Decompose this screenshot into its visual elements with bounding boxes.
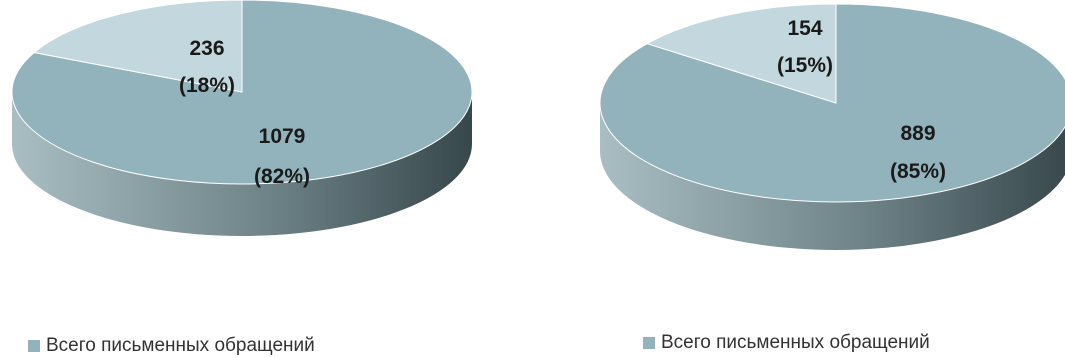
legend-1-label: Всего письменных обращений	[46, 335, 315, 356]
legend-1: Всего письменных обращений	[28, 335, 315, 357]
pie-1-side	[12, 92, 472, 236]
pie-1-slice-2-percent-label: (18%)	[179, 74, 235, 97]
pie-2-slice-2	[645, 3, 837, 104]
pie-2-slice-1	[599, 3, 1065, 203]
pie-2-slice-1-percent-label: (85%)	[890, 160, 946, 183]
pie-1-slice-2-value-label: 236	[189, 37, 224, 60]
legend-2-label: Всего письменных обращений	[661, 332, 930, 353]
legend-1-swatch	[28, 340, 40, 352]
legend-2-swatch	[643, 337, 655, 349]
pie-1-slice-2	[33, 0, 243, 93]
pie-2-slice-1-value-label: 889	[900, 122, 935, 145]
pie-1-slice-1-percent-label: (82%)	[254, 165, 310, 188]
pie-1-slice-1	[11, 0, 473, 185]
pie-chart-2: 889 (85%) 154 (15%)	[599, 3, 1065, 250]
legend-2: Всего письменных обращений	[643, 332, 930, 354]
pie-2-slice-2-value-label: 154	[787, 17, 822, 40]
pie-chart-1: 1079 (82%) 236 (18%)	[11, 0, 473, 236]
pie-2-side	[600, 103, 1065, 250]
pie-2-slice-2-percent-label: (15%)	[777, 54, 833, 77]
pie-1-slice-1-value-label: 1079	[259, 125, 306, 148]
